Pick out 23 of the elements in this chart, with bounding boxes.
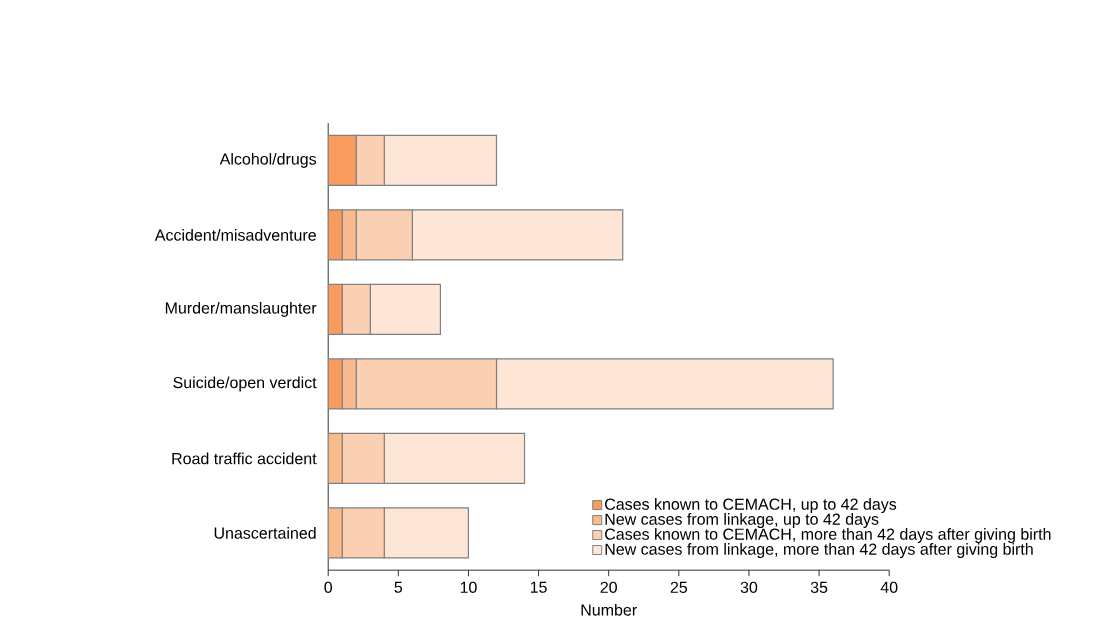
y-tick-label: Murder/manslaughter bbox=[165, 301, 317, 317]
x-tick-label: 0 bbox=[324, 581, 333, 594]
x-tick-label: 40 bbox=[880, 581, 898, 594]
y-tick-label: Unascertained bbox=[214, 527, 316, 539]
y-tick-label: Alcohol/drugs bbox=[219, 152, 317, 168]
x-tick-label: 5 bbox=[394, 581, 403, 593]
x-tick-label: 25 bbox=[670, 581, 688, 594]
legend-label: New cases from linkage, up to 42 days bbox=[605, 513, 879, 529]
bar bbox=[328, 432, 343, 485]
bar bbox=[328, 134, 357, 187]
y-tick-label: Accident/misadventure bbox=[154, 229, 316, 241]
x-tick-label: 20 bbox=[600, 581, 617, 594]
x-axis-title: Number bbox=[581, 603, 637, 616]
x-tick-label: 30 bbox=[740, 581, 758, 594]
x-tick-label: 15 bbox=[530, 581, 547, 593]
legend-label: Cases known to CEMACH, up to 42 days bbox=[605, 498, 897, 514]
y-tick-label: Road traffic accident bbox=[172, 452, 317, 465]
y-tick-label: Suicide/open verdict bbox=[173, 376, 317, 392]
x-tick-label: 35 bbox=[810, 581, 828, 594]
legend-label: New cases from linkage, more than 42 days after giving birth bbox=[605, 543, 1033, 558]
legend-label: Cases known to CEMACH, more than 42 days after giving birth bbox=[605, 528, 1051, 544]
x-tick-label: 10 bbox=[460, 581, 477, 594]
bar bbox=[328, 283, 343, 336]
